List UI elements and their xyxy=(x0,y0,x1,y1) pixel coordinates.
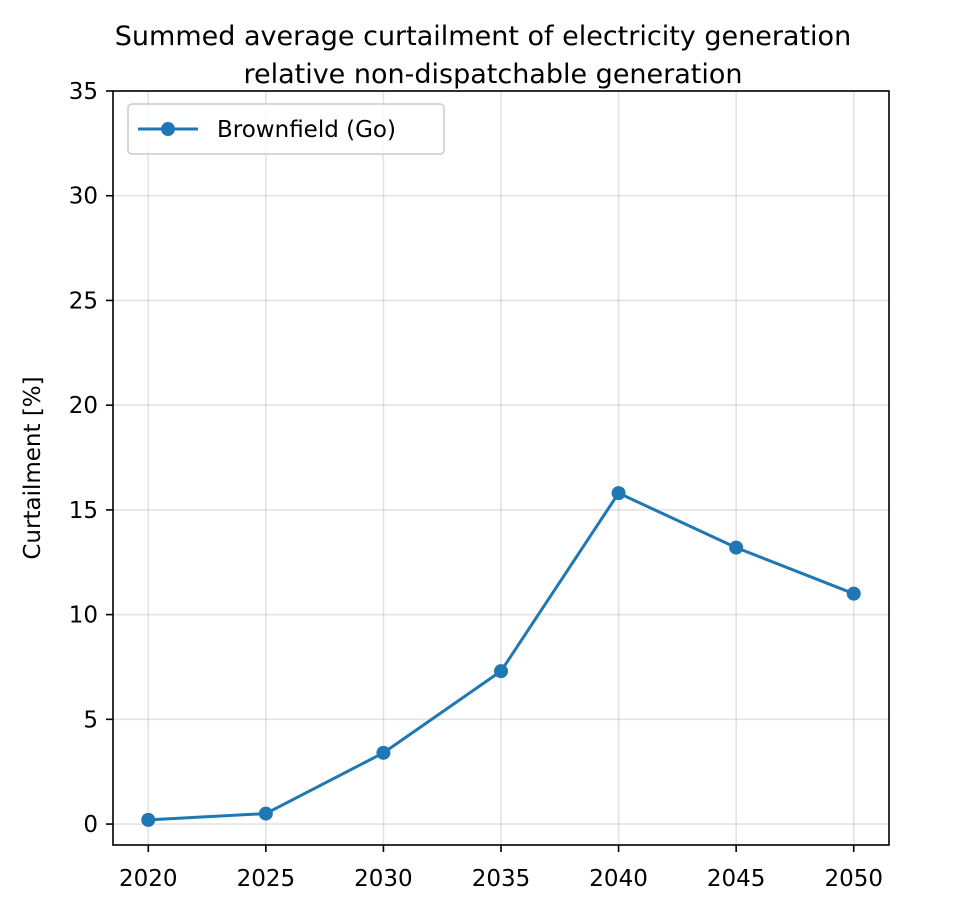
x-tick-label: 2040 xyxy=(589,866,648,892)
grid xyxy=(113,90,889,845)
x-tick-label: 2045 xyxy=(707,866,766,892)
y-tick-label: 0 xyxy=(83,812,98,838)
x-tick-label: 2025 xyxy=(237,866,296,892)
x-tick-label: 2020 xyxy=(119,866,178,892)
legend-box xyxy=(127,103,445,155)
y-tick-label: 5 xyxy=(83,707,98,733)
data-point xyxy=(258,806,273,821)
y-tick-label: 35 xyxy=(69,79,98,105)
data-point xyxy=(729,540,744,555)
y-tick-label: 10 xyxy=(69,603,98,629)
y-tick-label: 15 xyxy=(69,498,98,524)
data-point xyxy=(611,486,626,501)
series-marker-layer xyxy=(141,486,861,827)
y-axis: 0 5 10 15 20 25 30 35 xyxy=(69,79,113,838)
x-tick-label: 2035 xyxy=(472,866,531,892)
y-axis-label: Curtailment [%] xyxy=(20,376,46,559)
y-tick-label: 25 xyxy=(69,288,98,314)
data-point xyxy=(494,664,508,679)
chart-title-line-2: relative non-dispatchable generation xyxy=(243,59,742,90)
x-axis: 2020 2025 2030 2035 2040 2045 2050 xyxy=(119,845,883,892)
y-tick-label: 30 xyxy=(69,184,98,210)
y-tick-label: 20 xyxy=(69,393,98,419)
data-point xyxy=(141,812,156,827)
data-point xyxy=(846,586,861,601)
legend-marker-swatch xyxy=(161,122,175,136)
legend: Brownfield (Go) xyxy=(127,103,445,155)
x-tick-label: 2030 xyxy=(354,866,413,892)
chart-title-line-1: Summed average curtailment of electricit… xyxy=(115,21,851,52)
data-point xyxy=(376,745,391,760)
x-tick-label: 2050 xyxy=(824,866,883,892)
legend-label: Brownfield (Go) xyxy=(217,117,396,143)
